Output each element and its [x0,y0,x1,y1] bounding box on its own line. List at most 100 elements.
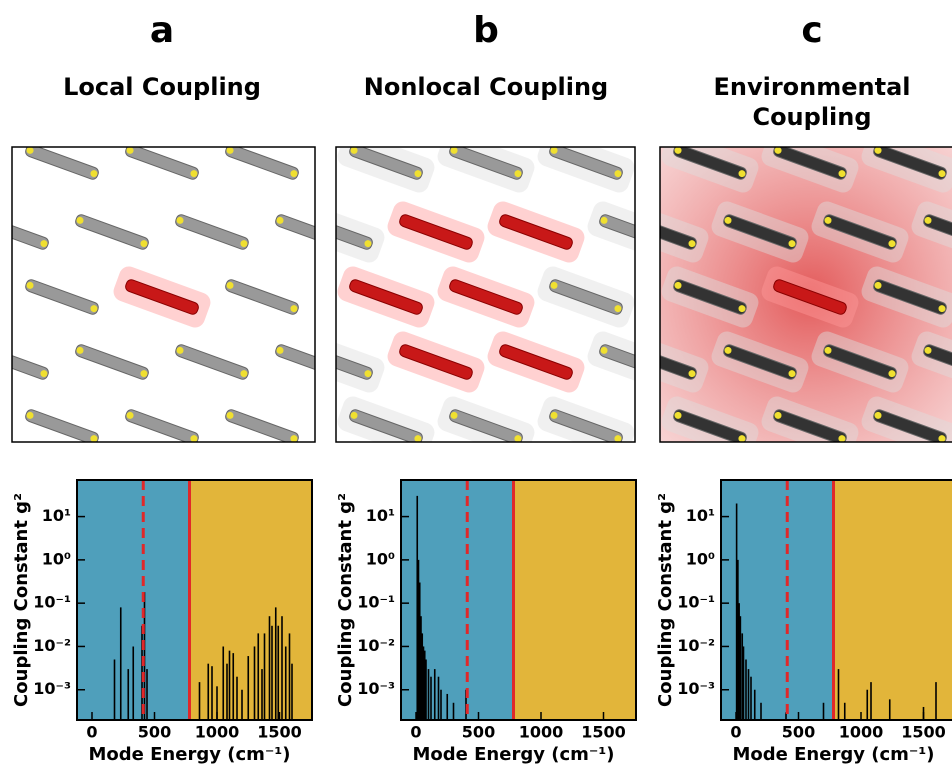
y-tick-label: 10⁻³ [33,679,71,698]
molecule-body [75,214,149,250]
sulfur-atom [614,435,622,442]
y-axis-label: Coupling Constant g² [335,493,356,707]
sulfur-atom [550,281,558,289]
molecule-body [175,214,249,250]
sulfur-atom [924,346,932,354]
plot-frame [400,479,637,721]
x-tick-label: 500 [462,723,495,742]
molecule-body [12,344,49,380]
x-axis-label: Mode Energy (cm⁻¹) [89,744,291,765]
molecule [125,147,199,180]
sulfur-atom [276,346,284,354]
y-tick-label: 10⁻¹ [33,593,71,612]
sulfur-atom [90,305,98,313]
molecule-body [923,344,952,380]
sulfur-atom [176,346,184,354]
molecule [125,409,199,442]
x-tick-label: 1000 [195,723,240,742]
molecule [275,344,315,380]
molecule [113,266,211,328]
high-energy-region [833,480,952,720]
sulfur-atom [190,435,198,442]
x-tick-label: 0 [86,723,97,742]
molecule-body [660,344,697,380]
panel-letter: b [473,10,499,51]
sulfur-atom [550,147,558,154]
sulfur-atom [838,435,846,442]
molecule [337,396,435,442]
molecule-body [673,147,747,180]
molecule [761,396,859,442]
sulfur-atom [788,240,796,248]
molecule-body [773,147,847,180]
molecule [711,201,809,263]
molecule-body [823,344,897,380]
sulfur-atom [674,147,682,154]
image-frame [659,146,952,443]
molecule [861,396,952,442]
molecule [437,266,535,328]
molecule-body [12,214,49,250]
molecule [175,214,249,250]
sulfur-atom [176,216,184,224]
sulfur-atom [824,216,832,224]
sulfur-atom [838,170,846,178]
y-tick-label: 10⁻³ [677,679,715,698]
sulfur-atom [140,370,148,378]
y-tick-label: 10⁻² [677,636,715,655]
molecule [275,214,315,250]
molecule-body [599,214,635,250]
molecule-body [873,409,947,442]
molecule-body [873,147,947,180]
plot-frame [720,479,952,721]
x-tick-label: 1000 [839,723,884,742]
sulfur-atom [126,411,134,419]
y-axis-label: Coupling Constant g² [11,493,32,707]
molecule-body [723,344,797,380]
molecule-body [923,214,952,250]
molecule [437,396,535,442]
molecule-body [125,279,199,315]
image-frame [11,146,316,443]
sulfur-atom [350,147,358,154]
molecule [225,409,299,442]
panel-letter: a [149,10,175,51]
molecule [25,147,99,180]
molecule-body [549,147,623,180]
molecule [487,331,585,393]
molecule-body [275,344,315,380]
sulfur-atom [888,370,896,378]
sulfur-atom [674,281,682,289]
molecule [225,279,299,315]
y-tick-label: 10⁻² [33,636,71,655]
sulfur-atom [450,147,458,154]
molecule [911,331,952,393]
molecule-body [336,214,373,250]
molecule-body [75,344,149,380]
plot-frame [76,479,313,721]
molecule-body [499,344,573,380]
y-tick-label: 10⁰ [686,549,715,568]
x-tick-label: 0 [730,723,741,742]
x-tick-label: 500 [138,723,171,742]
sulfur-atom [240,240,248,248]
sulfur-atom [76,346,84,354]
molecule [336,201,385,263]
molecule-body [449,279,523,315]
molecule-body [225,409,299,442]
sulfur-atom [290,170,298,178]
y-tick-label: 10⁻¹ [357,593,395,612]
molecule [761,266,859,328]
y-axis-label: Coupling Constant g² [655,493,676,707]
sulfur-atom [350,411,358,419]
molecule [487,201,585,263]
sulfur-atom [514,435,522,442]
sulfur-atom [26,281,34,289]
sulfur-atom [140,240,148,248]
sulfur-atom [414,170,422,178]
molecule-body [773,409,847,442]
sulfur-atom [226,411,234,419]
molecule [337,147,435,193]
y-tick-label: 10¹ [686,506,715,525]
